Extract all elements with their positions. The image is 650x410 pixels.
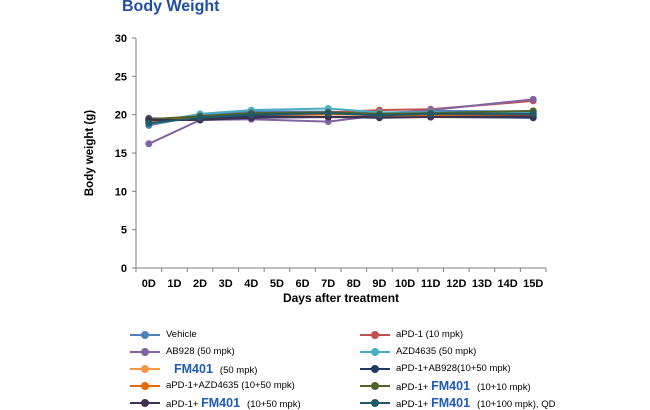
series-ab928-50-mpk xyxy=(145,95,537,148)
y-tick-label: 20 xyxy=(115,110,127,122)
x-tick-label: 4D xyxy=(244,278,258,290)
x-tick-label: 11D xyxy=(421,278,441,290)
legend-item: AZD4635 (50 mpk) xyxy=(360,344,476,359)
legend-swatch xyxy=(360,329,390,341)
legend-swatch xyxy=(130,363,160,375)
legend-label-text: aPD-1+AZD4635 (10+50 mpk) xyxy=(166,380,295,391)
data-point xyxy=(427,110,435,118)
x-axis-label: Days after treatment xyxy=(283,291,399,305)
x-tick-label: 7D xyxy=(321,278,335,290)
data-point xyxy=(529,110,537,118)
legend-label: AB928 (50 mpk) xyxy=(166,346,235,357)
legend-item: aPD-1+ FM401 (10+50 mpk) xyxy=(130,395,301,410)
x-tick-label: 15D xyxy=(523,278,543,290)
legend-item: AB928 (50 mpk) xyxy=(130,344,235,359)
legend-label-text: aPD-1+AB928(10+50 mpk) xyxy=(396,363,511,374)
data-point xyxy=(529,95,537,103)
data-point xyxy=(145,140,153,148)
y-tick-label: 30 xyxy=(115,33,127,45)
legend-label-text: AZD4635 (50 mpk) xyxy=(396,346,477,357)
series-apd-1-fm401-10-100-mpk-qd xyxy=(145,109,537,127)
legend-swatch xyxy=(360,346,390,358)
series-line xyxy=(148,98,534,145)
legend-label-brand: FM401 xyxy=(431,378,471,393)
legend-label-prefix: aPD-1+ xyxy=(396,398,432,410)
legend-label-text: (10+10 mpk) xyxy=(477,381,531,393)
y-tick-label: 15 xyxy=(115,148,127,160)
x-tick-label: 3D xyxy=(219,278,233,290)
legend-item: Vehicle xyxy=(130,327,197,342)
legend-item: aPD-1+ FM401 (10+10 mpk) xyxy=(360,378,531,393)
legend-label: aPD-1+AZD4635 (10+50 mpk) xyxy=(166,380,295,391)
legend-label: aPD-1 (10 mpk) xyxy=(396,329,463,340)
legend-swatch xyxy=(130,397,160,409)
legend-label-text: (10+50 mpk) xyxy=(247,398,301,410)
data-point xyxy=(145,119,153,127)
x-tick-label: 12D xyxy=(446,278,466,290)
y-axis-label: Body weight (g) xyxy=(84,110,96,196)
x-tick-label: 10D xyxy=(395,278,415,290)
y-tick-label: 25 xyxy=(115,71,127,83)
x-tick-label: 8D xyxy=(347,278,361,290)
legend-label-text: (50 mpk) xyxy=(219,364,258,376)
legend-label: FM401 (50 mpk) xyxy=(166,362,257,376)
legend-label-text: AB928 (50 mpk) xyxy=(166,346,235,357)
legend-swatch xyxy=(130,329,160,341)
y-tick-label: 0 xyxy=(121,263,127,275)
legend-label: aPD-1+ FM401 (10+10 mpk) xyxy=(396,379,531,393)
x-tick-label: 13D xyxy=(472,278,492,290)
legend-swatch xyxy=(130,380,160,392)
legend-label-text: Vehicle xyxy=(166,329,197,340)
x-tick-label: 1D xyxy=(167,278,181,290)
legend-item: FM401 (50 mpk) xyxy=(130,361,257,376)
legend-label: aPD-1+ FM401 (10+100 mpk), QD xyxy=(396,396,555,410)
legend-swatch xyxy=(360,397,390,409)
legend-label-prefix: aPD-1+ xyxy=(166,398,202,410)
y-tick-label: 5 xyxy=(121,225,127,237)
y-tick-label: 10 xyxy=(115,186,127,198)
x-tick-label: 0D xyxy=(142,278,156,290)
legend-item: aPD-1 (10 mpk) xyxy=(360,327,463,342)
legend-label: AZD4635 (50 mpk) xyxy=(396,346,476,357)
legend-label: Vehicle xyxy=(166,329,197,340)
x-tick-label: 5D xyxy=(270,278,284,290)
legend-item: aPD-1+ FM401 (10+100 mpk), QD xyxy=(360,395,555,410)
data-point xyxy=(324,109,332,117)
legend-label-brand: FM401 xyxy=(201,395,241,410)
legend-label-brand: FM401 xyxy=(174,361,213,376)
legend-item: aPD-1+AZD4635 (10+50 mpk) xyxy=(130,378,295,393)
legend-label-text: aPD-1 (10 mpk) xyxy=(396,329,464,340)
x-tick-label: 9D xyxy=(372,278,386,290)
chart-title: Body Weight xyxy=(122,0,220,15)
data-point xyxy=(247,111,255,119)
x-tick-label: 2D xyxy=(193,278,207,290)
data-point xyxy=(196,114,204,122)
legend-label: aPD-1+AB928(10+50 mpk) xyxy=(396,363,511,374)
x-tick-label: 14D xyxy=(497,278,517,290)
legend-swatch xyxy=(360,380,390,392)
legend-item: aPD-1+AB928(10+50 mpk) xyxy=(360,361,511,376)
legend-label-brand: FM401 xyxy=(431,395,471,410)
body-weight-chart: 0 5 10 15 20 25 30 0D 1D 2D 3D 4D 5D 6D 7D 8D 9D 10D 11D 12… xyxy=(84,33,547,305)
legend-label-text: (10+100 mpk), QD xyxy=(477,398,556,410)
legend-label-prefix: aPD-1+ xyxy=(396,381,432,393)
legend-swatch xyxy=(360,363,390,375)
x-tick-label: 6D xyxy=(296,278,310,290)
data-point xyxy=(375,111,383,119)
legend-label: aPD-1+ FM401 (10+50 mpk) xyxy=(166,396,301,410)
legend-swatch xyxy=(130,346,160,358)
